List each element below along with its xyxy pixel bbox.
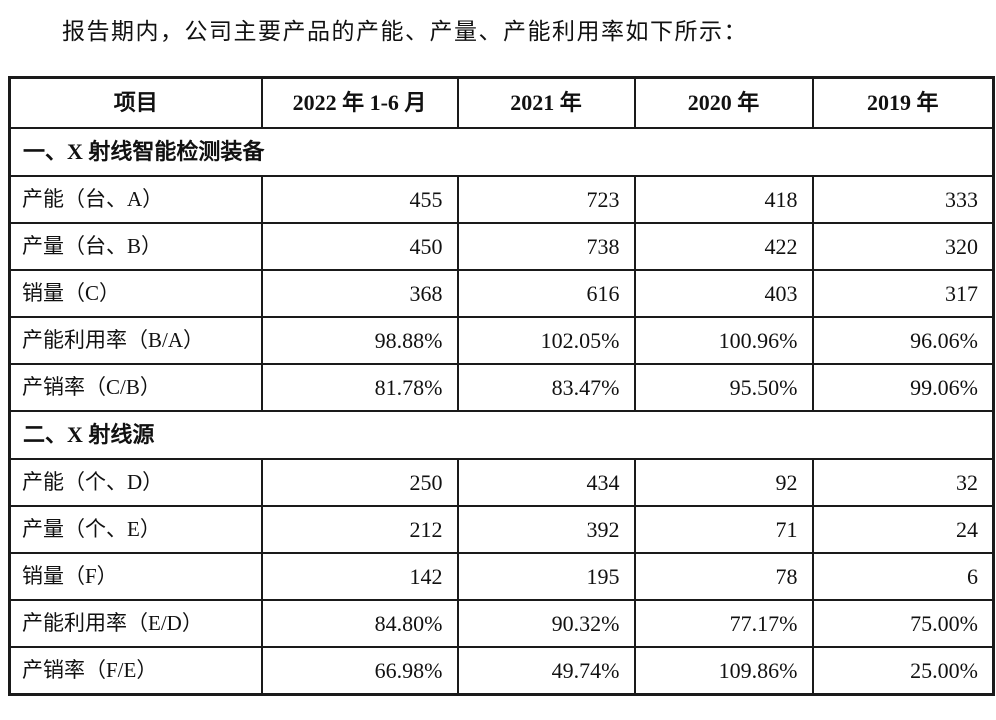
column-header-item: 项目 [8,76,263,129]
cell-value: 78 [633,552,814,601]
cell-value: 450 [260,222,459,271]
row-label: 产能（台、A） [8,175,263,224]
cell-value: 75.00% [811,599,995,648]
cell-value: 71 [633,505,814,554]
intro-text: 报告期内，公司主要产品的产能、产量、产能利用率如下所示： [62,19,748,44]
row-label: 产销率（F/E） [8,646,263,696]
row-label: 产能利用率（E/D） [8,599,263,648]
section-title: 一、X 射线智能检测装备 [8,127,995,177]
cell-value: 92 [633,458,814,507]
cell-value: 96.06% [811,316,995,365]
cell-value: 100.96% [633,316,814,365]
cell-value: 32 [811,458,995,507]
section-row: 一、X 射线智能检测装备 [8,127,995,177]
section-row: 二、X 射线源 [8,410,995,460]
cell-value: 422 [633,222,814,271]
cell-value: 455 [260,175,459,224]
cell-value: 81.78% [260,363,459,412]
cell-value: 195 [456,552,636,601]
cell-value: 368 [260,269,459,318]
cell-value: 403 [633,269,814,318]
cell-value: 212 [260,505,459,554]
table-row: 产能（个、D） 250 434 92 32 [8,458,995,507]
cell-value: 616 [456,269,636,318]
table-row: 销量（F） 142 195 78 6 [8,552,995,601]
cell-value: 25.00% [811,646,995,696]
cell-value: 250 [260,458,459,507]
row-label: 产能利用率（B/A） [8,316,263,365]
cell-value: 83.47% [456,363,636,412]
cell-value: 392 [456,505,636,554]
cell-value: 24 [811,505,995,554]
table-header: 项目 2022 年 1-6 月 2021 年 2020 年 2019 年 [8,76,995,129]
cell-value: 738 [456,222,636,271]
cell-value: 434 [456,458,636,507]
table-row: 产能（台、A） 455 723 418 333 [8,175,995,224]
table-row: 产量（台、B） 450 738 422 320 [8,222,995,271]
cell-value: 77.17% [633,599,814,648]
table-row: 产量（个、E） 212 392 71 24 [8,505,995,554]
table-row: 产能利用率（B/A） 98.88% 102.05% 100.96% 96.06% [8,316,995,365]
table-body: 一、X 射线智能检测装备 产能（台、A） 455 723 418 333 产量（台、B） 45… [8,127,995,696]
cell-value: 90.32% [456,599,636,648]
cell-value: 98.88% [260,316,459,365]
cell-value: 84.80% [260,599,459,648]
table-row: 产能利用率（E/D） 84.80% 90.32% 77.17% 75.00% [8,599,995,648]
row-label: 产能（个、D） [8,458,263,507]
cell-value: 142 [260,552,459,601]
section-title: 二、X 射线源 [8,410,995,460]
cell-value: 317 [811,269,995,318]
row-label: 产销率（C/B） [8,363,263,412]
column-header-2022h1: 2022 年 1-6 月 [260,76,459,129]
cell-value: 723 [456,175,636,224]
row-label: 产量（台、B） [8,222,263,271]
row-label: 销量（C） [8,269,263,318]
column-header-2020: 2020 年 [633,76,814,129]
capacity-table: 项目 2022 年 1-6 月 2021 年 2020 年 2019 年 一、X… [8,76,995,696]
cell-value: 333 [811,175,995,224]
table-row: 产销率（F/E） 66.98% 49.74% 109.86% 25.00% [8,646,995,696]
row-label: 销量（F） [8,552,263,601]
cell-value: 418 [633,175,814,224]
row-label: 产量（个、E） [8,505,263,554]
cell-value: 102.05% [456,316,636,365]
cell-value: 49.74% [456,646,636,696]
header-row: 项目 2022 年 1-6 月 2021 年 2020 年 2019 年 [8,76,995,129]
cell-value: 6 [811,552,995,601]
cell-value: 320 [811,222,995,271]
cell-value: 95.50% [633,363,814,412]
cell-value: 99.06% [811,363,995,412]
table-row: 产销率（C/B） 81.78% 83.47% 95.50% 99.06% [8,363,995,412]
column-header-2019: 2019 年 [811,76,995,129]
table-row: 销量（C） 368 616 403 317 [8,269,995,318]
column-header-2021: 2021 年 [456,76,636,129]
cell-value: 109.86% [633,646,814,696]
cell-value: 66.98% [260,646,459,696]
